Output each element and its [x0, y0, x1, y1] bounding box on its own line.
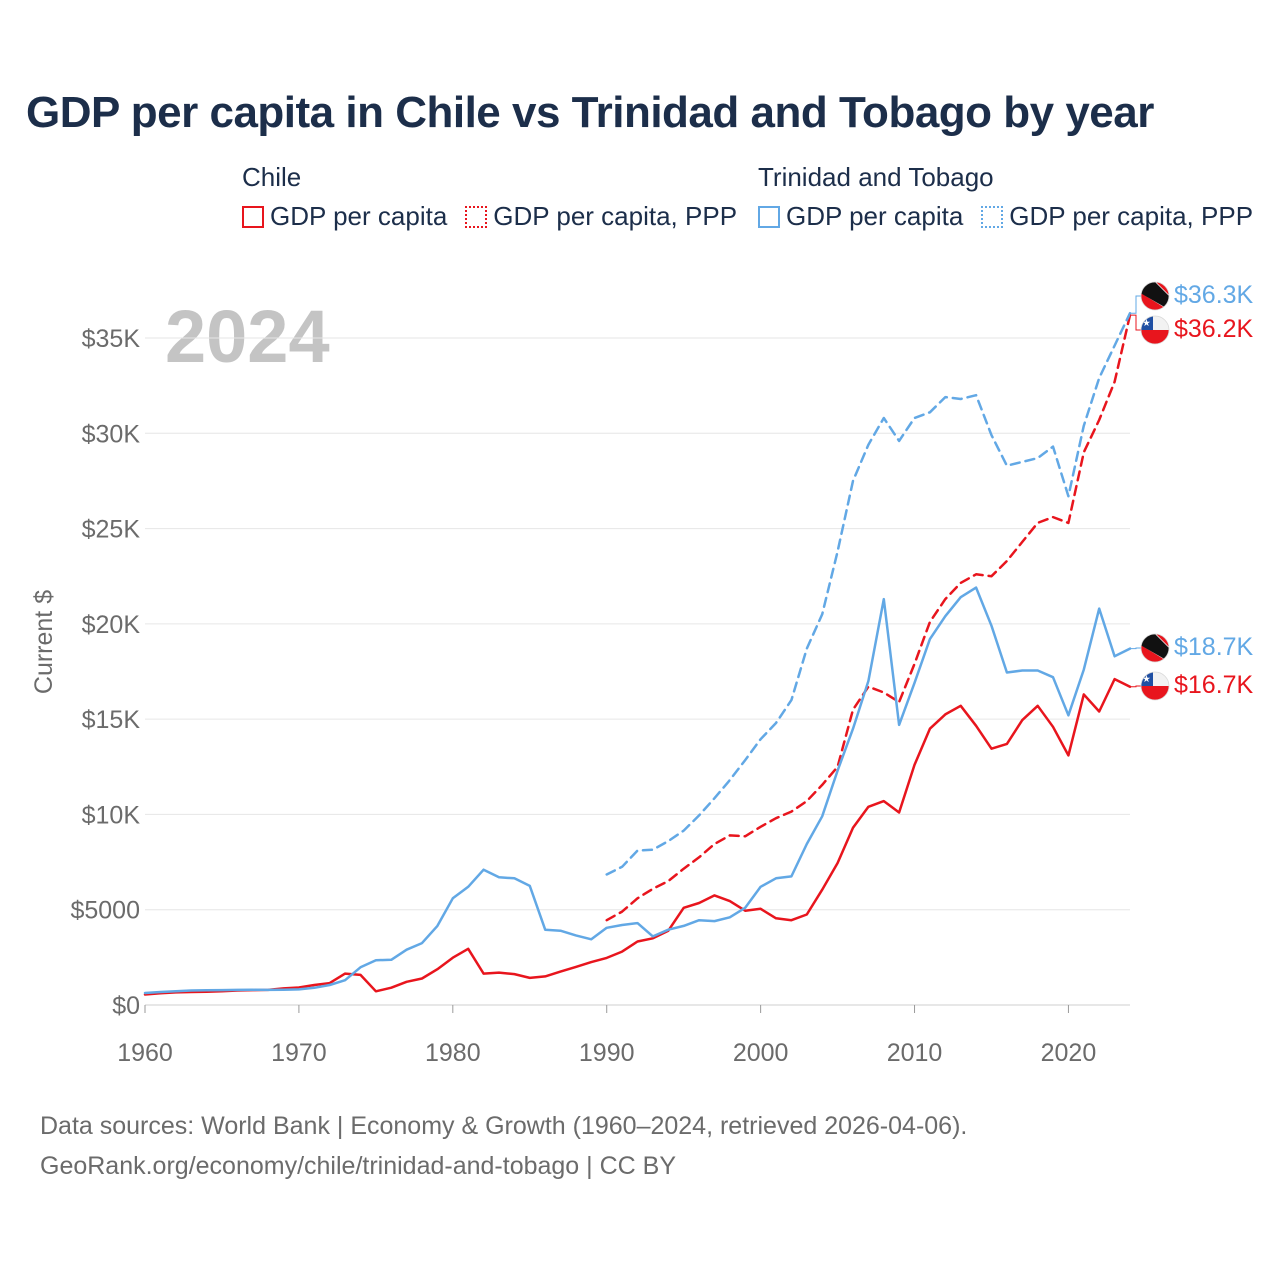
- legend-chile-gdp[interactable]: GDP per capita: [242, 201, 447, 232]
- legend-chile-ppp-label: GDP per capita, PPP: [493, 201, 738, 231]
- y-tick-label: $5000: [70, 897, 140, 925]
- legend-tt-ppp-swatch: [981, 205, 1004, 228]
- chile-flag-icon: [1140, 671, 1170, 701]
- end-label-chile-gdp: $16.7K: [1174, 671, 1254, 699]
- x-tick-label: 1990: [579, 1039, 635, 1067]
- y-tick-label: $30K: [82, 420, 141, 448]
- legend-tt-gdp[interactable]: GDP per capita: [758, 201, 963, 232]
- x-tick-label: 2020: [1041, 1039, 1097, 1067]
- legend-chile-gdp-label: GDP per capita: [270, 201, 448, 231]
- x-tick-label: 1980: [425, 1039, 481, 1067]
- sources-line-1: Data sources: World Bank | Economy & Gro…: [40, 1112, 968, 1140]
- end-label-connector: [1130, 295, 1141, 314]
- data-sources: Data sources: World Bank | Economy & Gro…: [40, 1106, 967, 1186]
- tt-flag-icon: [1131, 624, 1179, 663]
- y-tick-label: $25K: [82, 516, 141, 544]
- y-axis-ticks: $0 $5000 $10K $15K $20K $25K $30K $35K: [70, 325, 140, 1020]
- end-label-connectors: [1130, 295, 1141, 688]
- series-line-chile-dashed[interactable]: [605, 313, 1132, 922]
- end-label-tt-ppp: $36.3K: [1174, 281, 1254, 309]
- tt-flag-icon: [1131, 272, 1179, 311]
- gridlines: [145, 337, 1130, 1006]
- legend-tt-gdp-swatch: [758, 205, 780, 228]
- chile-flag-icon: [1140, 315, 1170, 345]
- y-tick-label: $20K: [82, 611, 141, 639]
- series-line-tt-solid[interactable]: [143, 586, 1132, 995]
- x-tick-label: 1960: [117, 1039, 173, 1067]
- end-label-connector: [1130, 685, 1141, 688]
- y-axis-label: Current $: [30, 590, 58, 694]
- end-label-tt-gdp: $18.7K: [1174, 633, 1254, 661]
- year-watermark: 2024: [165, 295, 330, 378]
- x-axis-ticks: 1960 1970 1980 1990 2000 2010 2020: [117, 1005, 1096, 1067]
- legend-tt-ppp[interactable]: GDP per capita, PPP: [981, 201, 1253, 232]
- legend-chile-country: Chile: [242, 162, 302, 192]
- legend-tt-ppp-label: GDP per capita, PPP: [1009, 201, 1254, 231]
- series-line-chile-solid[interactable]: [143, 677, 1132, 996]
- legend-chile-ppp-swatch: [465, 205, 488, 228]
- series-line-tt-dashed[interactable]: [605, 311, 1132, 876]
- legend-chile-gdp-swatch: [242, 205, 264, 228]
- end-label-connector: [1130, 647, 1141, 650]
- end-label-connector: [1130, 314, 1141, 331]
- end-label-chile-ppp: $36.2K: [1174, 315, 1254, 343]
- x-tick-label: 1970: [271, 1039, 327, 1067]
- y-tick-label: $0: [112, 992, 140, 1020]
- chart-title: GDP per capita in Chile vs Trinidad and …: [26, 88, 1154, 137]
- y-tick-label: $10K: [82, 801, 141, 829]
- sources-line-2[interactable]: GeoRank.org/economy/chile/trinidad-and-t…: [40, 1152, 676, 1180]
- legend-chile-ppp[interactable]: GDP per capita, PPP: [465, 201, 737, 232]
- legend-tt-gdp-label: GDP per capita: [786, 201, 964, 231]
- x-tick-label: 2000: [733, 1039, 789, 1067]
- legend-tt: Trinidad and Tobago GDP per capita GDP p…: [758, 162, 1253, 232]
- x-tick-label: 2010: [887, 1039, 943, 1067]
- series-lines: [143, 311, 1132, 996]
- y-tick-label: $35K: [82, 325, 141, 353]
- y-tick-label: $15K: [82, 706, 141, 734]
- legend-chile: Chile GDP per capita GDP per capita, PPP: [242, 162, 737, 232]
- legend-tt-country: Trinidad and Tobago: [758, 162, 994, 192]
